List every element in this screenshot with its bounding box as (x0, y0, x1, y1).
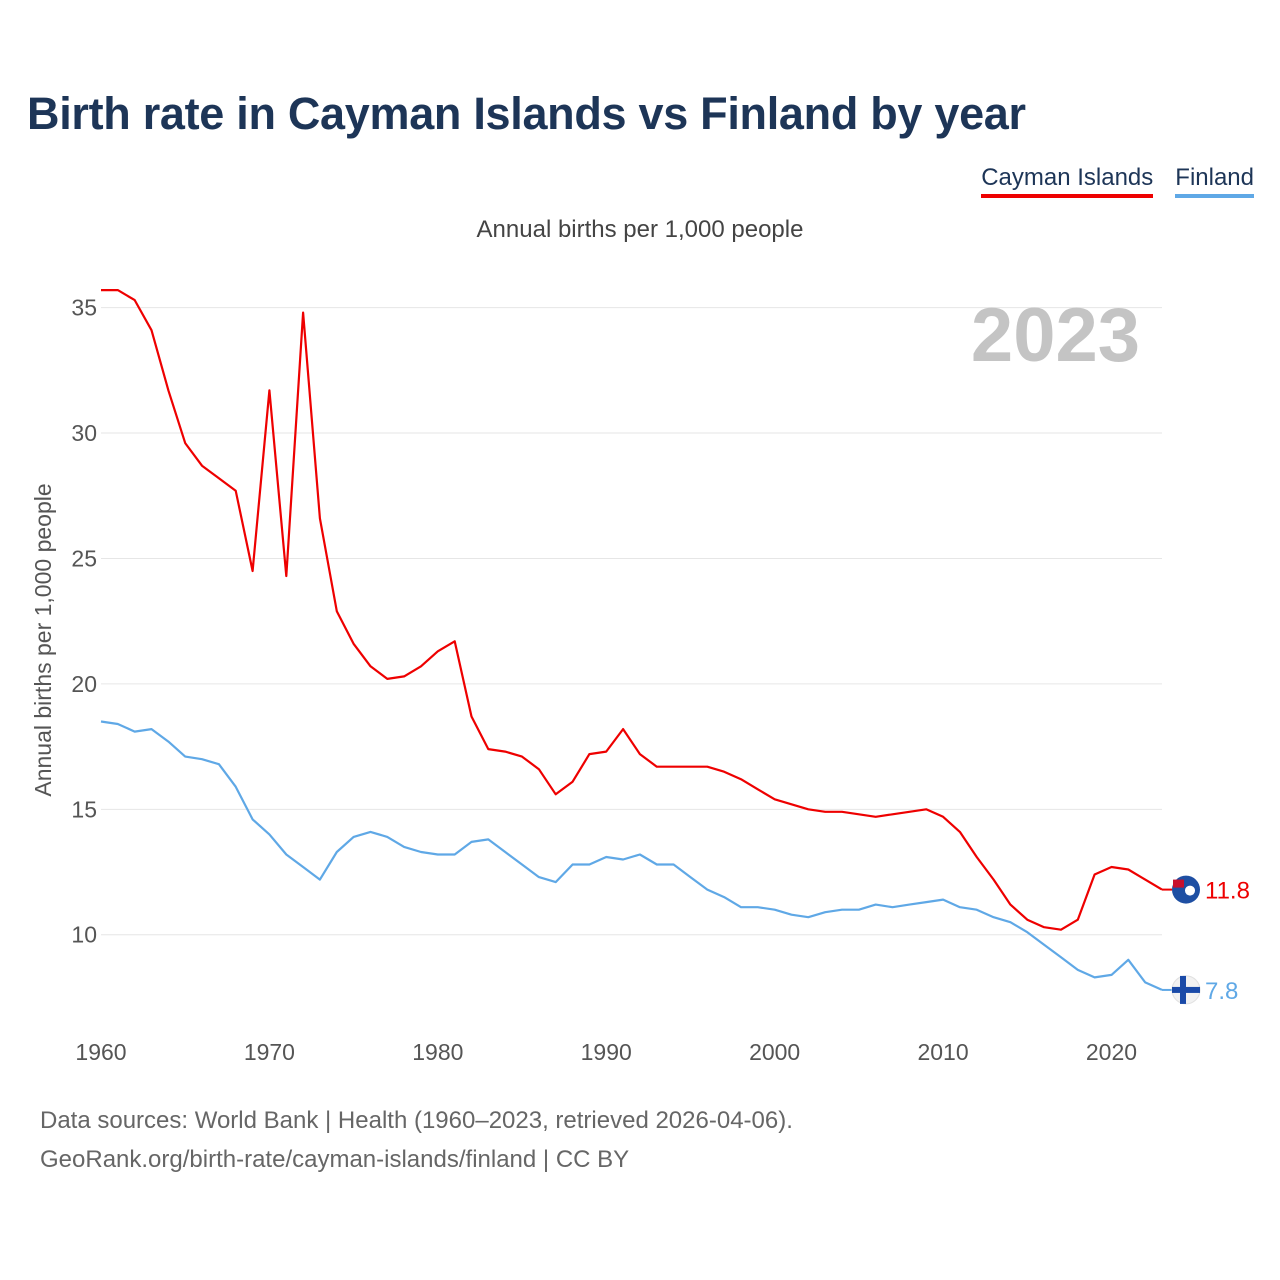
year-display: 2023 (971, 293, 1140, 378)
legend-item-finland[interactable]: Finland (1175, 164, 1254, 198)
series-line-finland (100, 720, 1163, 991)
end-markers: 11.8 7.8 (1162, 875, 1250, 1005)
y-tick-label: 25 (71, 545, 97, 571)
x-tick-label: 2020 (1086, 1039, 1137, 1065)
y-tick-label: 35 (71, 295, 97, 321)
y-axis-label: Annual births per 1,000 people (30, 483, 56, 796)
flag-canton (1173, 879, 1184, 888)
grid-lines (101, 307, 1162, 936)
series-line-cayman-islands (101, 289, 1163, 931)
y-tick-label: 30 (71, 420, 97, 446)
x-tick-label: 2000 (749, 1039, 800, 1065)
end-value-label-cayman-islands: 11.8 (1205, 878, 1250, 905)
legend: Cayman Islands Finland (981, 164, 1254, 198)
y-tick-label: 10 (71, 922, 97, 948)
x-tick-label: 1990 (581, 1039, 632, 1065)
x-tick-label: 1960 (75, 1039, 126, 1065)
flag-cross-vertical (1180, 975, 1186, 1004)
x-tick-label: 1970 (244, 1039, 295, 1065)
chart-title: Birth rate in Cayman Islands vs Finland … (27, 88, 1026, 139)
flag-crest (1185, 885, 1195, 896)
footer-link[interactable]: GeoRank.org/birth-rate/cayman-islands/fi… (40, 1146, 630, 1173)
chart-subtitle: Annual births per 1,000 people (476, 216, 804, 243)
x-tick-label: 2010 (917, 1039, 968, 1065)
x-tick-label: 1980 (412, 1039, 463, 1065)
y-tick-label: 20 (71, 671, 97, 697)
line-chart: 10 15 20 25 30 35 1960 1970 1980 1990 2000 2010 202… (30, 289, 1250, 1065)
y-tick-label: 15 (71, 796, 97, 822)
series-lines (100, 289, 1163, 991)
footer-sources: Data sources: World Bank | Health (1960–… (40, 1107, 793, 1134)
y-axis-ticks: 10 15 20 25 30 35 (71, 295, 97, 948)
legend-item-cayman-islands[interactable]: Cayman Islands (981, 164, 1154, 198)
end-value-label-finland: 7.8 (1205, 978, 1238, 1005)
x-axis-ticks: 1960 1970 1980 1990 2000 2010 2020 (75, 1039, 1137, 1065)
